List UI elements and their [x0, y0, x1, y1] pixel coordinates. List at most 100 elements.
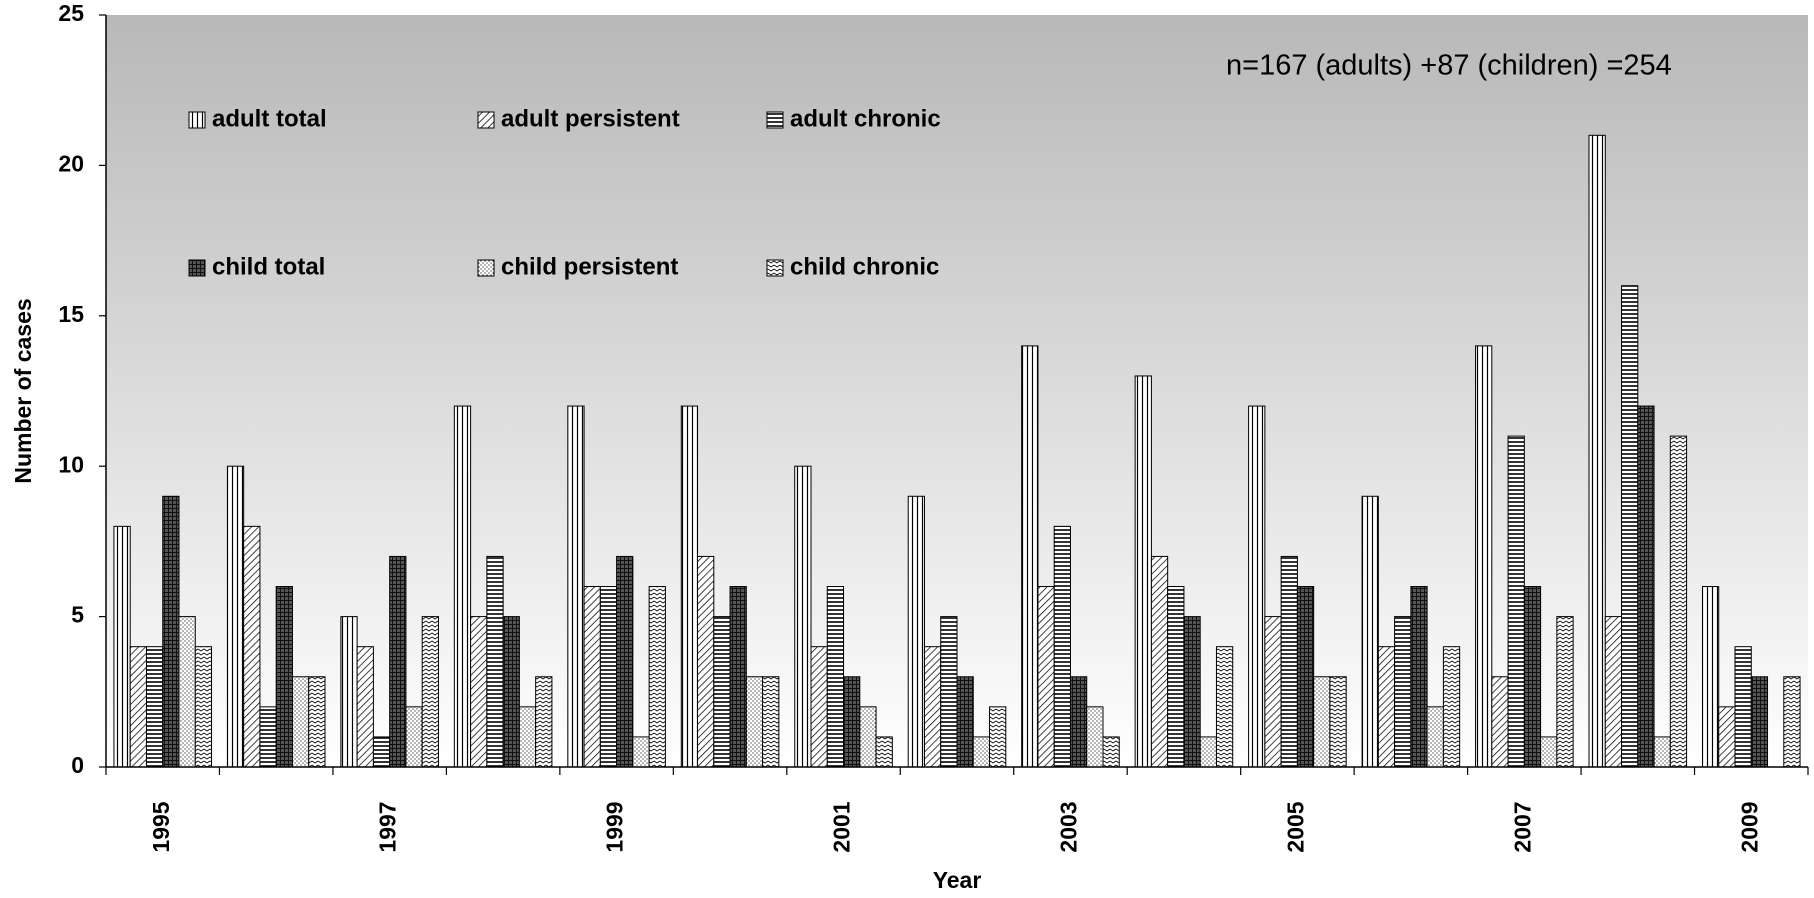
bar	[1718, 706, 1736, 768]
bar	[1361, 495, 1379, 768]
x-tick-label: 2007	[1509, 801, 1535, 852]
bar	[372, 736, 391, 768]
bar	[632, 736, 650, 768]
bar	[1523, 586, 1542, 768]
bar	[275, 586, 293, 768]
x-tick-label: 1999	[602, 801, 628, 852]
bar	[308, 676, 326, 768]
bar	[1750, 676, 1769, 768]
bar	[1394, 616, 1412, 768]
bar	[1442, 646, 1461, 768]
legend-label: child chronic	[790, 253, 939, 280]
bar	[697, 555, 715, 768]
bar	[259, 706, 277, 768]
bar	[1296, 586, 1315, 768]
bar	[1248, 405, 1266, 768]
legend-label: child persistent	[501, 253, 678, 280]
legend-swatch	[766, 111, 784, 129]
bar	[1621, 285, 1639, 768]
bar	[989, 706, 1007, 768]
legend-label: adult persistent	[501, 105, 680, 132]
x-tick-label: 2005	[1282, 801, 1308, 852]
bar	[1037, 586, 1055, 768]
x-tick-label: 1997	[375, 801, 401, 852]
bar	[1150, 555, 1169, 768]
bar	[940, 616, 958, 768]
bar	[486, 555, 504, 768]
legend-swatch	[477, 259, 495, 277]
bar	[1701, 586, 1720, 768]
bar	[1734, 646, 1752, 768]
bar	[1280, 555, 1298, 768]
bar	[178, 616, 196, 768]
bar	[291, 676, 310, 768]
bar	[1491, 676, 1509, 768]
bar	[421, 616, 439, 768]
bar	[145, 646, 164, 768]
bar	[1507, 435, 1525, 768]
bar	[1410, 586, 1428, 768]
bar	[1377, 646, 1396, 768]
bar	[713, 616, 731, 768]
bar	[648, 586, 666, 768]
bar	[972, 736, 991, 768]
bar	[567, 405, 585, 768]
bar	[1637, 405, 1655, 768]
bar	[518, 706, 537, 768]
legend-label: child total	[212, 253, 325, 280]
legend-swatch	[477, 111, 495, 129]
x-tick-label: 2009	[1736, 801, 1762, 852]
y-tick-label: 25	[58, 0, 84, 26]
bar	[1021, 345, 1039, 768]
bar	[907, 495, 925, 768]
bar	[956, 676, 974, 768]
x-tick-label: 2003	[1056, 801, 1082, 852]
x-axis-title: Year	[933, 867, 982, 893]
bar	[194, 646, 213, 768]
bar	[1167, 586, 1185, 768]
bar	[1669, 435, 1688, 768]
bar	[745, 676, 764, 768]
legend-swatch	[766, 259, 784, 277]
bar	[794, 465, 812, 768]
legend-label: adult chronic	[790, 105, 941, 132]
legend-swatch	[188, 111, 206, 129]
bar	[1426, 706, 1444, 768]
bar	[453, 405, 472, 768]
bar	[243, 525, 261, 768]
bar	[762, 676, 780, 768]
bar	[1653, 736, 1671, 768]
legend-swatch	[188, 259, 206, 277]
bar	[843, 676, 861, 768]
bar	[583, 586, 601, 768]
bar	[405, 706, 423, 768]
bar	[923, 646, 942, 768]
bar	[1329, 676, 1347, 768]
y-tick-label: 15	[58, 301, 84, 327]
bar	[1134, 375, 1152, 768]
annotation: n=167 (adults) +87 (children) =254	[1226, 50, 1672, 82]
bar	[113, 525, 131, 768]
bar	[1102, 736, 1120, 768]
bar	[535, 676, 553, 768]
bar	[502, 616, 520, 768]
y-tick-label: 10	[58, 451, 84, 477]
y-tick-label: 20	[58, 150, 84, 176]
bar	[1199, 736, 1217, 768]
legend-label: adult total	[212, 105, 327, 132]
bar	[729, 586, 747, 768]
bar	[810, 646, 828, 768]
bar	[599, 586, 618, 768]
bar	[1086, 706, 1104, 768]
y-tick-label: 0	[71, 752, 84, 778]
bar	[859, 706, 877, 768]
y-axis-title: Number of cases	[10, 298, 36, 483]
bar	[470, 616, 488, 768]
bar	[680, 405, 699, 768]
y-tick-label: 5	[71, 602, 84, 628]
bar	[1183, 616, 1201, 768]
bar	[389, 555, 407, 768]
bar	[1069, 676, 1088, 768]
bar	[1783, 676, 1801, 768]
